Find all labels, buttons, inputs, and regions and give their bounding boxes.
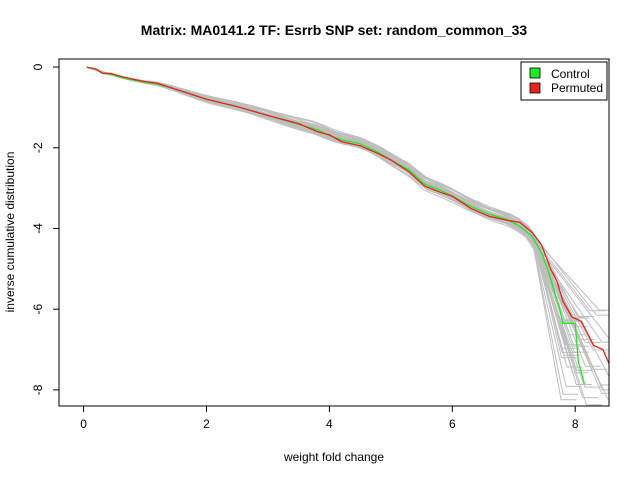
permutation-line	[86, 66, 588, 328]
x-tick-label: 2	[203, 417, 210, 431]
legend-label-permuted: Permuted	[551, 81, 603, 95]
permutation-line	[86, 66, 609, 378]
x-axis: 0 2 4 6 8	[80, 406, 579, 431]
y-tick-label: -6	[31, 304, 45, 315]
x-tick-label: 8	[572, 417, 579, 431]
permutation-lines-group	[86, 66, 609, 406]
series-line-permuted	[86, 66, 609, 364]
x-axis-label: weight fold change	[283, 450, 384, 464]
permutation-line	[86, 66, 581, 323]
permutation-line	[86, 66, 609, 394]
permutation-line	[86, 66, 609, 351]
permutation-line	[86, 66, 609, 386]
permutation-line	[86, 66, 609, 400]
plot-frame	[58, 58, 610, 407]
permutation-line	[86, 66, 586, 336]
y-axis-label: inverse cumulative distribution	[3, 152, 17, 313]
permutation-line	[86, 66, 590, 319]
permutation-line	[86, 66, 606, 312]
permutation-line	[86, 66, 601, 367]
permutation-line	[86, 66, 578, 349]
highlight-lines-group	[86, 66, 609, 384]
y-tick-label: -4	[31, 223, 45, 234]
permutation-line	[86, 66, 580, 356]
legend-label-control: Control	[551, 67, 590, 81]
permutation-line	[86, 66, 584, 318]
legend-swatch-control	[529, 67, 541, 79]
permutation-line	[86, 66, 601, 343]
permutation-line	[86, 66, 609, 311]
permutation-line	[86, 66, 609, 391]
y-axis: 0 -2 -4 -6 -8	[31, 63, 59, 395]
permutation-line	[86, 66, 595, 317]
permutation-line	[86, 66, 595, 340]
x-tick-label: 0	[80, 417, 87, 431]
permutation-line	[86, 66, 609, 343]
permutation-line	[86, 66, 579, 395]
permutation-line	[86, 66, 590, 353]
y-tick-label: -2	[31, 142, 45, 153]
y-tick-label: 0	[31, 63, 45, 70]
permutation-line	[86, 66, 582, 346]
permutation-line	[86, 66, 582, 387]
legend: Control Permuted	[520, 61, 608, 101]
permutation-line	[86, 66, 578, 321]
permutation-line	[86, 66, 608, 370]
permutation-line	[86, 66, 577, 401]
chart-title: Matrix: MA0141.2 TF: Esrrb SNP set: rand…	[141, 22, 528, 38]
y-tick-label: -8	[31, 384, 45, 395]
permutation-line	[86, 66, 609, 316]
legend-swatch-permuted	[529, 82, 541, 94]
permutation-line	[86, 66, 590, 347]
permutation-line	[86, 66, 576, 320]
x-tick-label: 6	[449, 417, 456, 431]
permutation-line	[86, 66, 578, 353]
x-tick-label: 4	[326, 417, 333, 431]
